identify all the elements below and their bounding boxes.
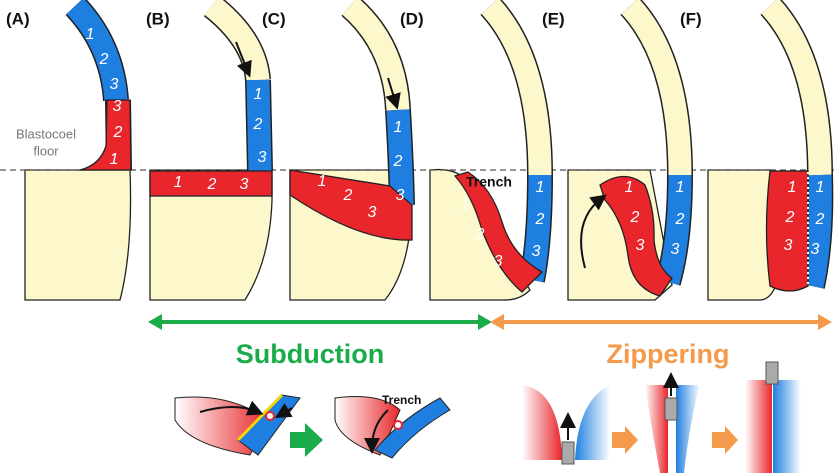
panel-label: (B) [146,9,170,28]
segment-number: 1 [394,119,403,136]
panel-label: (C) [262,9,286,28]
segment-number: 1 [110,151,119,168]
segment-number: 1 [536,179,545,196]
blastocoel-label: Blastocoel [16,126,76,141]
segment-number: 1 [676,179,685,196]
segment-number: 1 [254,86,263,103]
zippering-insets [522,362,801,473]
segment-number: 3 [368,204,377,221]
segment-number: 3 [636,237,645,254]
strip [212,6,258,80]
segment-number: 3 [494,253,503,270]
segment-number: 1 [816,179,825,196]
segment-number: 1 [788,179,797,196]
figure: (A) (B) (C) (D) (E) (F) Blastocoel floor… [0,0,834,473]
segment-number: 2 [630,209,640,226]
panel-label: (E) [542,9,565,28]
segment-number: 2 [815,211,825,228]
phase-arrows [148,314,832,330]
segment-number: 3 [110,76,119,93]
segment-number: 2 [535,211,545,228]
blastocoel-label: floor [33,143,59,158]
segment-number: 3 [671,241,680,258]
panel-label: (A) [6,9,30,28]
segment-number: 2 [99,51,109,68]
panel-label: (D) [400,9,424,28]
segment-number: 2 [113,124,123,141]
strip [770,6,820,175]
segment-number: 2 [343,187,353,204]
segment-number: 2 [675,211,685,228]
segment-number: 1 [174,174,183,191]
segment-number: 2 [253,116,263,133]
strip [490,6,540,175]
segment-number: 3 [532,243,541,260]
segment-number: 1 [625,179,634,196]
segment-number: 3 [113,98,122,115]
segment-number: 3 [811,241,820,258]
segment-number: 3 [258,149,267,166]
segment-number: 1 [86,26,95,43]
trench-label: Trench [466,174,512,190]
segment-number: 1 [318,173,327,190]
phase-label: Subduction [236,339,384,369]
phase-label: Zippering [607,339,730,369]
segment-number: 2 [475,226,485,243]
panel-label: (F) [680,9,702,28]
segment-number: 2 [393,153,403,170]
segment-number: 3 [784,237,793,254]
segment-number: 3 [240,176,249,193]
segment-number: 3 [396,187,405,204]
segment-number: 2 [207,176,217,193]
segment-number: 2 [785,209,795,226]
strip [630,6,680,175]
segment-number: 1 [461,196,470,213]
trench-label: Trench [382,393,421,407]
